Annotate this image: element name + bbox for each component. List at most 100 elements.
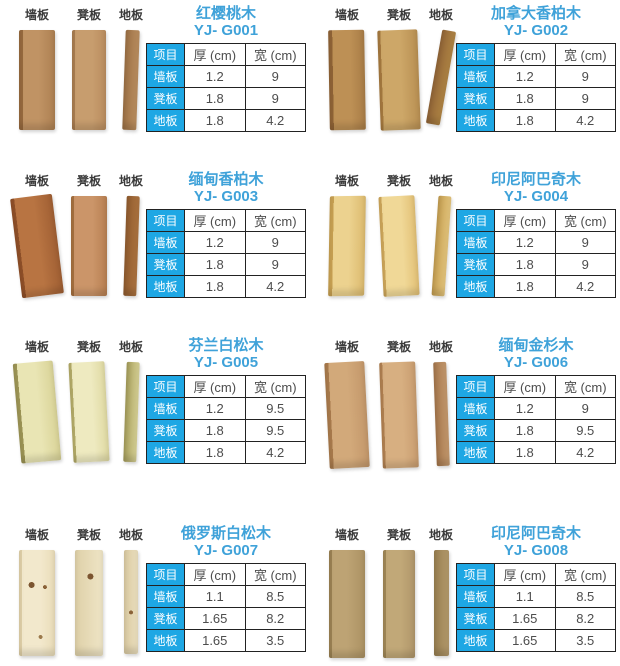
- spec-thickness-value: 1.8: [494, 441, 556, 464]
- spec-header-row: 项目 厚 (cm) 宽 (cm): [146, 43, 306, 66]
- spec-row-wall: 墙板 1.2 9: [456, 231, 616, 254]
- spec-width-value: 4.2: [244, 275, 306, 298]
- bench-board-sample-image: [75, 550, 103, 656]
- spec-header-thickness: 厚 (cm): [494, 563, 556, 586]
- spec-width-value: 8.5: [554, 585, 616, 608]
- spec-row-wall: 墙板 1.2 9: [146, 65, 306, 88]
- spec-table: 项目 厚 (cm) 宽 (cm) 墙板 1.1 8.5 凳板 1.65 8.2: [456, 563, 616, 652]
- product-info: 缅甸香柏木 YJ- G003 项目 厚 (cm) 宽 (cm) 墙板 1.2 9: [146, 171, 306, 298]
- bench-board-sample-image: [68, 361, 110, 463]
- product-name: 加拿大香柏木: [490, 5, 581, 22]
- spec-thickness-value: 1.2: [494, 231, 556, 254]
- spec-row-floor: 地板 1.8 4.2: [456, 109, 616, 132]
- spec-row-wall: 墙板 1.2 9.5: [146, 397, 306, 420]
- spec-row-wall: 墙板 1.2 9: [146, 231, 306, 254]
- spec-row-wall: 墙板 1.1 8.5: [146, 585, 306, 608]
- spec-header-width: 宽 (cm): [244, 563, 306, 586]
- plank-samples: 墙板 凳板 地板: [10, 174, 145, 299]
- spec-width-value: 4.2: [554, 275, 616, 298]
- spec-header-item: 项目: [456, 209, 495, 232]
- spec-header-item: 项目: [146, 375, 185, 398]
- spec-width-value: 3.5: [244, 629, 306, 652]
- spec-row-label: 地板: [456, 441, 495, 464]
- floor-board-sample-image: [433, 550, 449, 656]
- spec-thickness-value: 1.65: [494, 607, 556, 630]
- bench-board-column: 凳板: [375, 8, 423, 131]
- spec-header-thickness: 厚 (cm): [184, 375, 246, 398]
- bench-board-label: 凳板: [76, 174, 101, 188]
- product-model-number: YJ- G005: [193, 354, 259, 371]
- floor-board-sample-image: [431, 195, 451, 297]
- bench-board-sample-image: [72, 30, 106, 130]
- bench-board-label: 凳板: [76, 528, 101, 542]
- spec-row-bench: 凳板 1.8 9: [146, 87, 306, 110]
- spec-table: 项目 厚 (cm) 宽 (cm) 墙板 1.2 9 凳板 1.8 9: [456, 209, 616, 298]
- spec-row-label: 墙板: [456, 65, 495, 88]
- product-model-number: YJ- G001: [193, 22, 259, 39]
- product-model-number: YJ- G003: [193, 188, 259, 205]
- floor-board-sample-image: [122, 195, 140, 297]
- spec-header-width: 宽 (cm): [554, 563, 616, 586]
- spec-thickness-value: 1.8: [184, 109, 246, 132]
- wall-board-label: 墙板: [334, 174, 359, 188]
- spec-header-item: 项目: [146, 209, 185, 232]
- spec-row-floor: 地板 1.65 3.5: [146, 629, 306, 652]
- spec-header-width: 宽 (cm): [554, 209, 616, 232]
- wall-board-sample-image: [19, 550, 55, 656]
- spec-header-thickness: 厚 (cm): [494, 375, 556, 398]
- spec-row-floor: 地板 1.65 3.5: [456, 629, 616, 652]
- spec-row-floor: 地板 1.8 4.2: [456, 441, 616, 464]
- spec-row-bench: 凳板 1.8 9: [456, 253, 616, 276]
- floor-board-column: 地板: [427, 528, 455, 656]
- spec-row-label: 墙板: [146, 65, 185, 88]
- wall-board-column: 墙板: [10, 174, 64, 299]
- spec-thickness-value: 1.8: [494, 419, 556, 442]
- spec-header-item: 项目: [456, 43, 495, 66]
- product-name: 缅甸香柏木: [188, 171, 264, 188]
- spec-thickness-value: 1.65: [494, 629, 556, 652]
- spec-header-item: 项目: [146, 563, 185, 586]
- spec-row-label: 地板: [456, 275, 495, 298]
- spec-width-value: 8.2: [554, 607, 616, 630]
- spec-table: 项目 厚 (cm) 宽 (cm) 墙板 1.2 9 凳板 1.8 9.5: [456, 375, 616, 464]
- spec-thickness-value: 1.8: [184, 419, 246, 442]
- floor-board-column: 地板: [427, 340, 455, 467]
- floor-board-sample-image: [124, 550, 138, 654]
- bench-board-column: 凳板: [65, 528, 113, 656]
- spec-width-value: 3.5: [554, 629, 616, 652]
- wall-board-label: 墙板: [334, 8, 359, 22]
- product-info: 俄罗斯白松木 YJ- G007 项目 厚 (cm) 宽 (cm) 墙板 1.1 …: [146, 525, 306, 652]
- spec-header-row: 项目 厚 (cm) 宽 (cm): [456, 43, 616, 66]
- spec-header-thickness: 厚 (cm): [494, 209, 556, 232]
- spec-header-thickness: 厚 (cm): [184, 43, 246, 66]
- spec-width-value: 4.2: [244, 441, 306, 464]
- spec-width-value: 9.5: [244, 419, 306, 442]
- spec-row-label: 墙板: [456, 585, 495, 608]
- spec-width-value: 9: [244, 253, 306, 276]
- floor-board-column: 地板: [425, 8, 457, 126]
- spec-row-label: 地板: [146, 629, 185, 652]
- floor-board-sample-image: [122, 29, 140, 131]
- spec-row-label: 地板: [456, 109, 495, 132]
- spec-header-row: 项目 厚 (cm) 宽 (cm): [146, 375, 306, 398]
- floor-board-column: 地板: [117, 528, 145, 654]
- spec-row-label: 凳板: [456, 253, 495, 276]
- bench-board-label: 凳板: [386, 8, 411, 22]
- bench-board-label: 凳板: [76, 8, 101, 22]
- spec-width-value: 9: [244, 87, 306, 110]
- spec-row-label: 墙板: [456, 397, 495, 420]
- product-model-number: YJ- G004: [503, 188, 569, 205]
- spec-row-label: 墙板: [146, 585, 185, 608]
- wall-board-sample-image: [19, 30, 55, 130]
- product-card: 墙板 凳板 地板 印尼阿巴奇木 YJ- G004 项目 厚 (cm): [310, 166, 620, 332]
- plank-samples: 墙板 凳板 地板: [13, 528, 145, 656]
- product-name: 俄罗斯白松木: [180, 525, 271, 542]
- spec-width-value: 9: [554, 87, 616, 110]
- spec-table: 项目 厚 (cm) 宽 (cm) 墙板 1.2 9.5 凳板 1.8 9.5: [146, 375, 306, 464]
- bench-board-sample-image: [71, 196, 107, 296]
- product-card: 墙板 凳板 地板 红樱桃木 YJ- G001 项目 厚 (cm): [0, 0, 310, 166]
- spec-header-thickness: 厚 (cm): [494, 43, 556, 66]
- spec-width-value: 9: [554, 65, 616, 88]
- spec-row-label: 凳板: [146, 419, 185, 442]
